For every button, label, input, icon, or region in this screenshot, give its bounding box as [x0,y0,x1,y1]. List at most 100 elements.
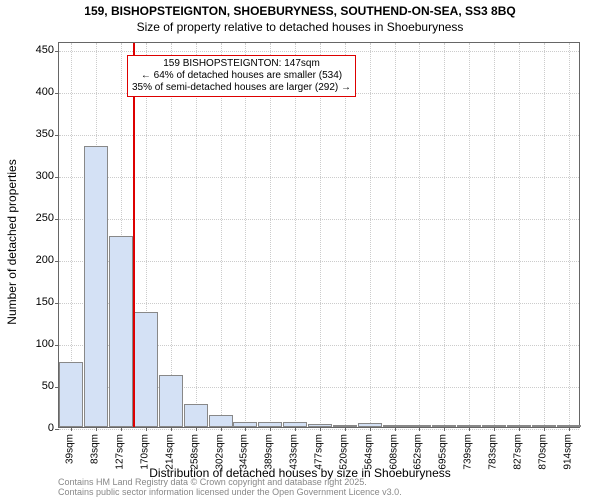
xtick-mark [295,427,296,431]
chart-subtitle: Size of property relative to detached ho… [0,20,600,34]
gridline-v [370,43,371,427]
xtick-mark [395,427,396,431]
xtick-mark [370,427,371,431]
gridline-v [519,43,520,427]
xtick-label: 564sqm [363,434,374,470]
xtick-mark [320,427,321,431]
xtick-mark [270,427,271,431]
ytick-label: 150 [14,296,54,308]
xtick-mark [245,427,246,431]
gridline-v [544,43,545,427]
gridline-v [295,43,296,427]
xtick-label: 695sqm [438,434,449,470]
xtick-label: 433sqm [289,434,300,470]
ytick-label: 400 [14,86,54,98]
xtick-mark [494,427,495,431]
xtick-label: 214sqm [164,434,175,470]
histogram-bar [407,425,431,427]
gridline-h [59,135,579,136]
gridline-v [469,43,470,427]
gridline-h [59,261,579,262]
xtick-label: 389sqm [264,434,275,470]
ytick-label: 350 [14,128,54,140]
gridline-v [419,43,420,427]
ytick-label: 200 [14,254,54,266]
annotation-line-3: 35% of semi-detached houses are larger (… [132,82,351,94]
ytick-mark [55,387,59,388]
histogram-bar [84,146,108,427]
gridline-h [59,303,579,304]
ytick-label: 50 [14,380,54,392]
gridline-v [444,43,445,427]
gridline-h [59,219,579,220]
ytick-mark [55,135,59,136]
xtick-mark [569,427,570,431]
ytick-mark [55,51,59,52]
gridline-v [221,43,222,427]
gridline-v [494,43,495,427]
histogram-bar [482,425,506,427]
ytick-label: 450 [14,44,54,56]
xtick-label: 127sqm [115,434,126,470]
gridline-v [171,43,172,427]
xtick-label: 302sqm [214,434,225,470]
xtick-mark [71,427,72,431]
xtick-mark [345,427,346,431]
gridline-v [245,43,246,427]
histogram-bar [134,312,158,427]
histogram-bar [308,424,332,427]
xtick-label: 827sqm [512,434,523,470]
reference-line [133,43,135,427]
xtick-mark [544,427,545,431]
ytick-mark [55,177,59,178]
histogram-bar [358,423,382,427]
histogram-bar [159,375,183,427]
ytick-label: 300 [14,170,54,182]
histogram-bar [532,425,556,427]
ytick-mark [55,429,59,430]
chart-container: 159, BISHOPSTEIGNTON, SHOEBURYNESS, SOUT… [0,0,600,500]
gridline-h [59,177,579,178]
xtick-label: 477sqm [314,434,325,470]
gridline-v [395,43,396,427]
gridline-v [320,43,321,427]
xtick-label: 345sqm [239,434,250,470]
xtick-label: 914sqm [562,434,573,470]
xtick-mark [419,427,420,431]
ytick-mark [55,345,59,346]
y-axis-label-wrap: Number of detached properties [4,42,20,428]
gridline-h [59,429,579,430]
histogram-bar [209,415,233,427]
xtick-label: 652sqm [413,434,424,470]
xtick-label: 520sqm [338,434,349,470]
gridline-v [345,43,346,427]
histogram-bar [233,422,257,427]
ytick-mark [55,219,59,220]
histogram-bar [109,236,133,427]
histogram-bar [184,404,208,427]
xtick-label: 608sqm [388,434,399,470]
xtick-mark [469,427,470,431]
xtick-label: 739sqm [463,434,474,470]
xtick-label: 83sqm [90,434,101,464]
xtick-label: 783sqm [488,434,499,470]
annotation-line-1: 159 BISHOPSTEIGNTON: 147sqm [132,58,351,70]
annotation-box: 159 BISHOPSTEIGNTON: 147sqm← 64% of deta… [127,55,356,97]
ytick-label: 100 [14,338,54,350]
annotation-line-2: ← 64% of detached houses are smaller (53… [132,70,351,82]
ytick-mark [55,303,59,304]
histogram-bar [59,362,83,427]
plot-area: 159 BISHOPSTEIGNTON: 147sqm← 64% of deta… [58,42,580,428]
ytick-mark [55,261,59,262]
chart-title: 159, BISHOPSTEIGNTON, SHOEBURYNESS, SOUT… [0,4,600,18]
histogram-bar [432,425,456,427]
histogram-bar [283,422,307,427]
xtick-mark [171,427,172,431]
xtick-mark [196,427,197,431]
xtick-label: 39sqm [65,434,76,464]
xtick-mark [146,427,147,431]
footer-line-2: Contains public sector information licen… [58,488,402,498]
gridline-h [59,51,579,52]
ytick-label: 0 [14,422,54,434]
gridline-v [270,43,271,427]
